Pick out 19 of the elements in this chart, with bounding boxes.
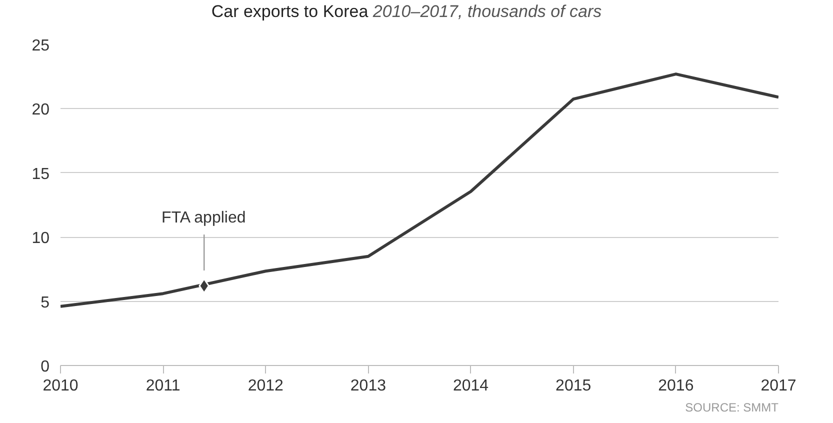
text: FTA applied bbox=[162, 209, 246, 226]
chart-subtitle: 2010–2017, thousands of cars bbox=[372, 2, 602, 21]
x-tick-label: 2015 bbox=[556, 378, 592, 394]
chart-title: Car exports to Korea bbox=[211, 2, 368, 21]
x-tick-label: 2016 bbox=[658, 378, 694, 394]
y-tick-label: 15 bbox=[32, 166, 50, 183]
source-note: SOURCE: SMMT bbox=[685, 400, 780, 414]
y-tick-label: 25 bbox=[32, 38, 50, 54]
x-tick-label: 2017 bbox=[760, 378, 796, 394]
y-tick-label: 10 bbox=[32, 230, 50, 248]
x-tick-label: 2011 bbox=[146, 378, 180, 394]
x-tick-label: 2014 bbox=[452, 378, 489, 394]
x-tick-label: 2010 bbox=[42, 378, 78, 394]
line-series bbox=[60, 72, 778, 308]
y-tick-label: 20 bbox=[32, 102, 50, 119]
y-tick-label: 5 bbox=[40, 294, 50, 312]
y-tick-label: 0 bbox=[40, 358, 50, 376]
x-tick-label: 2013 bbox=[350, 378, 386, 394]
x-tick-label: 2012 bbox=[248, 378, 284, 394]
